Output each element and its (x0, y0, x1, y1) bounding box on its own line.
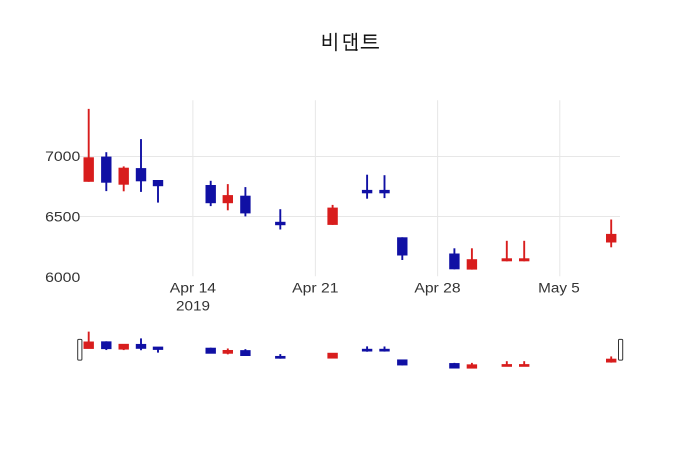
svg-text:Apr 14: Apr 14 (170, 280, 217, 295)
svg-text:6500: 6500 (45, 209, 80, 225)
svg-text:6000: 6000 (45, 269, 80, 285)
svg-text:Apr 28: Apr 28 (414, 280, 460, 295)
svg-text:7000: 7000 (45, 148, 80, 164)
svg-text:May 5: May 5 (538, 280, 580, 295)
svg-text:Apr 21: Apr 21 (292, 280, 338, 295)
svg-text:2019: 2019 (176, 299, 210, 314)
